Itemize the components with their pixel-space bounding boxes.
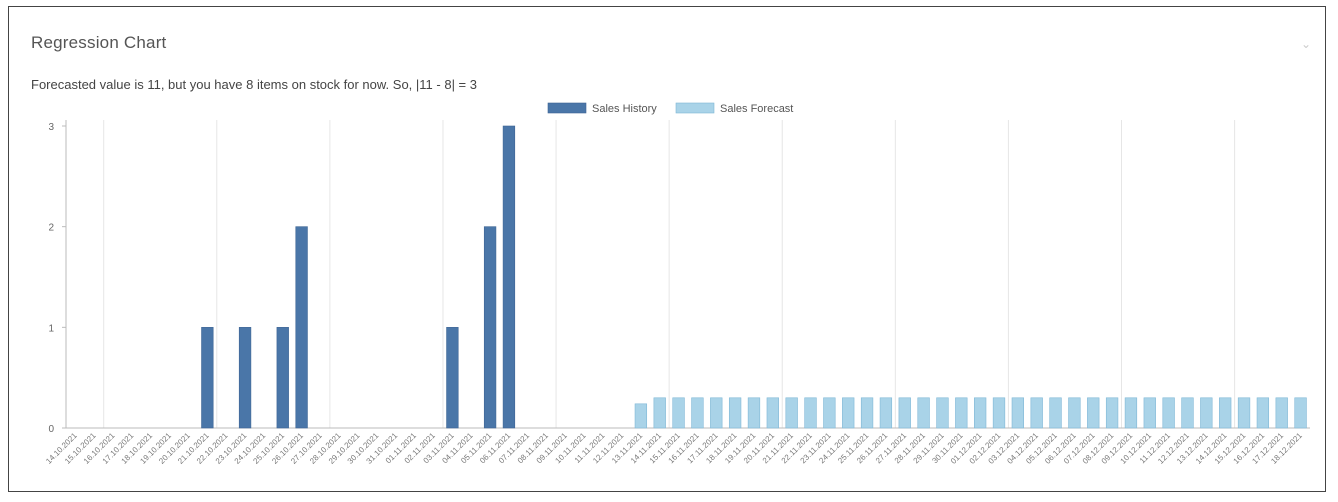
bar-sales-forecast (1011, 397, 1024, 429)
bar-sales-forecast (936, 397, 949, 429)
bar-sales-forecast (842, 397, 855, 429)
bar-sales-history (295, 226, 308, 429)
bar-sales-history (502, 125, 516, 429)
bar-sales-forecast (785, 397, 798, 429)
legend-label-sales-forecast: Sales Forecast (720, 103, 793, 115)
bar-sales-forecast (1087, 397, 1100, 429)
chart-panel: Regression Chart ⌄ Forecasted value is 1… (8, 6, 1326, 492)
bar-sales-forecast (1105, 397, 1119, 429)
bar-sales-forecast (917, 397, 930, 429)
y-tick-label: 2 (48, 223, 54, 234)
bar-sales-forecast (1143, 397, 1156, 429)
legend-label-sales-history: Sales History (592, 103, 657, 115)
bar-sales-history (201, 327, 214, 429)
bar-sales-forecast (653, 397, 666, 429)
bar-sales-forecast (1030, 397, 1043, 429)
bar-sales-forecast (634, 403, 648, 429)
bar-sales-forecast (898, 397, 911, 429)
y-tick-label: 3 (48, 122, 54, 133)
bar-sales-history (276, 327, 289, 429)
bar-sales-forecast (992, 397, 1006, 429)
y-tick-label: 1 (48, 323, 54, 334)
legend-swatch-sales-history (547, 102, 587, 114)
bar-sales-forecast (766, 397, 779, 429)
bar-sales-forecast (1181, 397, 1194, 429)
bar-sales-history (238, 327, 252, 429)
bar-sales-forecast (1200, 397, 1213, 429)
bar-sales-forecast (860, 397, 874, 429)
bar-sales-forecast (879, 397, 893, 429)
bar-sales-history (483, 226, 497, 429)
chevron-down-icon[interactable]: ⌄ (1301, 37, 1312, 51)
legend-swatch-sales-forecast (675, 102, 715, 114)
bar-sales-forecast (1124, 397, 1138, 429)
bar-sales-forecast (728, 397, 742, 429)
bar-sales-forecast (747, 397, 761, 429)
bar-sales-forecast (1049, 397, 1062, 429)
panel-title: Regression Chart (31, 33, 167, 52)
bar-sales-forecast (1294, 397, 1307, 429)
bar-sales-forecast (1219, 397, 1232, 429)
y-tick-label: 0 (48, 424, 54, 435)
bar-sales-forecast (1256, 397, 1270, 429)
bar-sales-forecast (672, 397, 685, 429)
bar-sales-history (446, 327, 459, 429)
bar-sales-forecast (1068, 397, 1081, 429)
bar-sales-forecast (804, 397, 817, 429)
bar-sales-forecast (823, 397, 836, 429)
bar-sales-forecast (1275, 397, 1288, 429)
bar-sales-forecast (974, 397, 987, 429)
bar-sales-forecast (1237, 397, 1251, 429)
bar-sales-forecast (691, 397, 704, 429)
chart-subtitle: Forecasted value is 11, but you have 8 i… (31, 77, 477, 92)
bar-sales-forecast (955, 397, 968, 429)
bar-sales-forecast (1162, 397, 1175, 429)
bar-sales-forecast (710, 397, 723, 429)
